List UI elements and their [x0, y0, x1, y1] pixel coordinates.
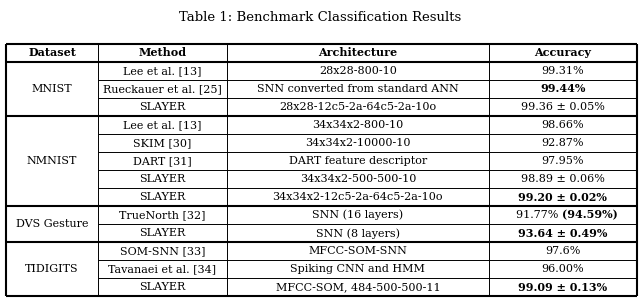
- Text: SNN converted from standard ANN: SNN converted from standard ANN: [257, 84, 459, 94]
- Text: 34x34x2-10000-10: 34x34x2-10000-10: [305, 138, 411, 148]
- Text: Lee et al. [13]: Lee et al. [13]: [123, 120, 202, 130]
- Text: SLAYER: SLAYER: [140, 192, 186, 202]
- Text: TrueNorth [32]: TrueNorth [32]: [119, 210, 205, 220]
- Text: 96.00%: 96.00%: [541, 264, 584, 275]
- Text: (94.59%): (94.59%): [562, 210, 618, 221]
- Text: 28x28-800-10: 28x28-800-10: [319, 66, 397, 76]
- Text: SLAYER: SLAYER: [140, 228, 186, 238]
- Text: MFCC-SOM-SNN: MFCC-SOM-SNN: [308, 246, 407, 256]
- Text: SNN (8 layers): SNN (8 layers): [316, 228, 400, 239]
- Text: SKIM [30]: SKIM [30]: [133, 138, 191, 148]
- Text: 91.77%: 91.77%: [516, 210, 562, 220]
- Text: 97.95%: 97.95%: [541, 156, 584, 166]
- Text: Architecture: Architecture: [318, 47, 397, 58]
- Text: DVS Gesture: DVS Gesture: [16, 219, 88, 229]
- Text: 93.64 ± 0.49%: 93.64 ± 0.49%: [518, 228, 607, 239]
- Text: Lee et al. [13]: Lee et al. [13]: [123, 66, 202, 76]
- Text: Rueckauer et al. [25]: Rueckauer et al. [25]: [103, 84, 222, 94]
- Text: DART [31]: DART [31]: [133, 156, 192, 166]
- Text: NMNIST: NMNIST: [27, 156, 77, 166]
- Text: Table 1: Benchmark Classification Results: Table 1: Benchmark Classification Result…: [179, 11, 461, 23]
- Text: SLAYER: SLAYER: [140, 282, 186, 293]
- Text: 34x34x2-500-500-10: 34x34x2-500-500-10: [300, 174, 416, 184]
- Text: 28x28-12c5-2a-64c5-2a-10o: 28x28-12c5-2a-64c5-2a-10o: [279, 102, 436, 112]
- Text: 99.31%: 99.31%: [541, 66, 584, 76]
- Text: 97.6%: 97.6%: [545, 246, 580, 256]
- Text: Method: Method: [138, 47, 186, 58]
- Text: 98.66%: 98.66%: [541, 120, 584, 130]
- Text: 91.77% (94.59%): 91.77% (94.59%): [514, 210, 611, 220]
- Text: 99.09 ± 0.13%: 99.09 ± 0.13%: [518, 282, 607, 293]
- Text: 99.36 ± 0.05%: 99.36 ± 0.05%: [521, 102, 605, 112]
- Text: SOM-SNN [33]: SOM-SNN [33]: [120, 246, 205, 256]
- Text: 99.44%: 99.44%: [540, 83, 586, 94]
- Text: 34x34x2-800-10: 34x34x2-800-10: [312, 120, 403, 130]
- Text: 99.20 ± 0.02%: 99.20 ± 0.02%: [518, 192, 607, 203]
- Text: TIDIGITS: TIDIGITS: [26, 264, 79, 275]
- Text: SLAYER: SLAYER: [140, 174, 186, 184]
- Text: Dataset: Dataset: [28, 47, 76, 58]
- Text: Spiking CNN and HMM: Spiking CNN and HMM: [291, 264, 426, 275]
- Text: 92.87%: 92.87%: [541, 138, 584, 148]
- Text: MNIST: MNIST: [32, 84, 72, 94]
- Text: SLAYER: SLAYER: [140, 102, 186, 112]
- Text: DART feature descriptor: DART feature descriptor: [289, 156, 427, 166]
- Text: Tavanaei et al. [34]: Tavanaei et al. [34]: [108, 264, 216, 275]
- Text: Accuracy: Accuracy: [534, 47, 591, 58]
- Text: 34x34x2-12c5-2a-64c5-2a-10o: 34x34x2-12c5-2a-64c5-2a-10o: [273, 192, 443, 202]
- Text: SNN (16 layers): SNN (16 layers): [312, 210, 403, 221]
- Text: MFCC-SOM, 484-500-500-11: MFCC-SOM, 484-500-500-11: [276, 282, 440, 293]
- Text: 98.89 ± 0.06%: 98.89 ± 0.06%: [521, 174, 605, 184]
